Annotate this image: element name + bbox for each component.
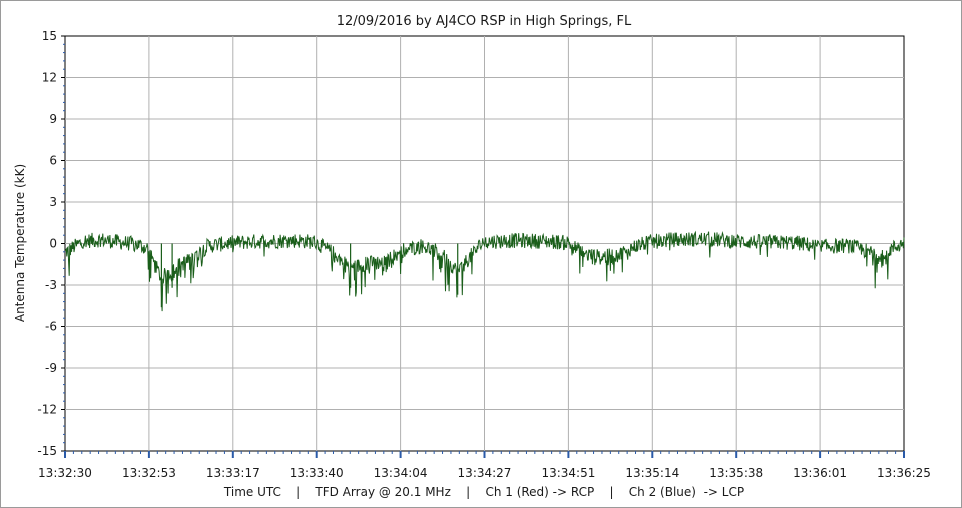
grid xyxy=(65,36,904,451)
x-tick-label: 13:34:51 xyxy=(541,466,595,480)
y-tick-label: 15 xyxy=(42,29,57,43)
y-axis: 15 12 9 6 3 0 -3 -6 -9 -12 -15 xyxy=(37,29,65,458)
y-tick-label: 3 xyxy=(49,195,57,209)
chart-title: 12/09/2016 by AJ4CO RSP in High Springs,… xyxy=(337,14,632,29)
x-tick-label: 13:33:17 xyxy=(206,466,260,480)
series-line xyxy=(64,230,905,312)
x-axis: 13:32:30 13:32:53 13:33:17 13:33:40 13:34:04… xyxy=(38,451,931,480)
y-tick-label: 6 xyxy=(49,154,57,168)
x-tick-label: 13:33:40 xyxy=(290,466,344,480)
x-tick-label: 13:35:14 xyxy=(625,466,679,480)
x-axis-label: Time UTC | TFD Array @ 20.1 MHz | Ch 1 (… xyxy=(223,485,744,499)
x-tick-label: 13:35:38 xyxy=(709,466,763,480)
y-tick-label: -6 xyxy=(45,320,57,334)
y-tick-label: 9 xyxy=(49,112,57,126)
y-axis-label: Antenna Temperature (kK) xyxy=(13,164,27,322)
x-tick-label: 13:36:25 xyxy=(877,466,931,480)
x-tick-label: 13:34:04 xyxy=(374,466,428,480)
y-tick-label: -12 xyxy=(37,403,57,417)
x-tick-label: 13:34:27 xyxy=(458,466,512,480)
y-tick-label: 12 xyxy=(42,71,57,85)
y-tick-label: -3 xyxy=(45,278,57,292)
y-tick-label: -9 xyxy=(45,361,57,375)
x-tick-label: 13:36:01 xyxy=(793,466,847,480)
y-tick-label: 0 xyxy=(49,237,57,251)
x-tick-label: 13:32:53 xyxy=(122,466,176,480)
y-tick-label: -15 xyxy=(37,444,57,458)
x-tick-label: 13:32:30 xyxy=(38,466,92,480)
